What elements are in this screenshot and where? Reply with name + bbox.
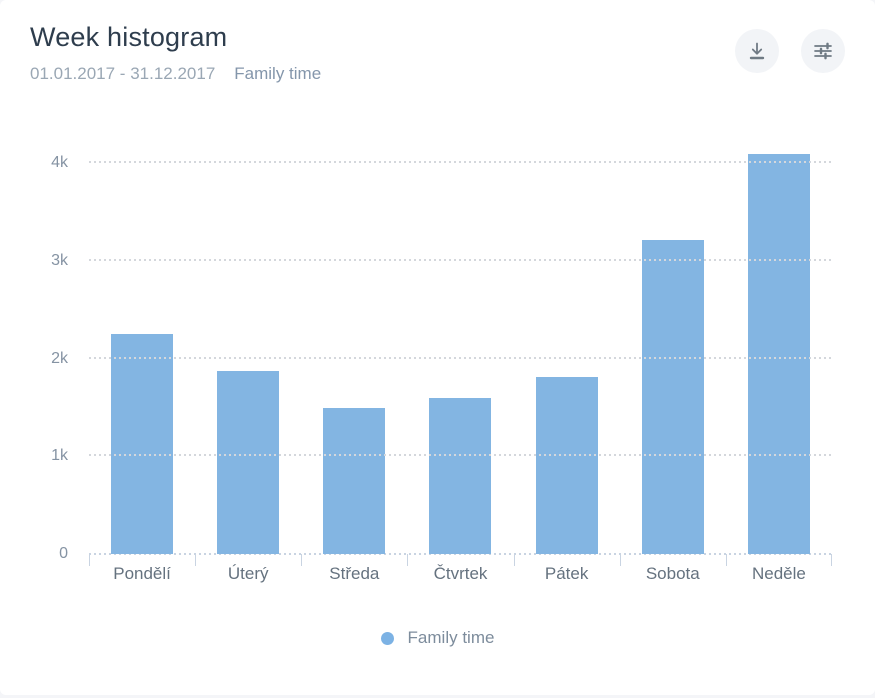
- x-axis-line: [89, 553, 832, 555]
- axis-tick: [407, 554, 409, 566]
- legend-dot-icon: [380, 631, 394, 645]
- x-axis-labels: Pondělí Úterý Středa Čtvrtek Pátek Sobota Nedě…: [89, 562, 832, 586]
- toolbar: [735, 29, 845, 73]
- gridline: [89, 454, 832, 457]
- bar[interactable]: [323, 407, 386, 554]
- y-axis-labels: 0 1k 2k 3k 4k: [20, 134, 68, 562]
- x-axis-label: Neděle: [751, 564, 806, 583]
- bar[interactable]: [535, 377, 598, 554]
- chart-settings-button[interactable]: [801, 29, 845, 73]
- gridline: [89, 258, 832, 261]
- date-range: 01.01.2017 - 31.12.2017: [30, 64, 216, 83]
- bar[interactable]: [111, 334, 174, 554]
- subtitle: 01.01.2017 - 31.12.2017 Family time: [30, 64, 321, 84]
- plot-area: [89, 134, 832, 566]
- bar-column: [620, 134, 726, 554]
- download-icon: [745, 39, 769, 63]
- gridline: [89, 356, 832, 359]
- axis-tick: [513, 554, 515, 566]
- x-axis-label: Pondělí: [113, 564, 171, 583]
- page-title: Week histogram: [30, 22, 228, 52]
- gridline: [89, 161, 832, 164]
- bar-column: [195, 134, 301, 554]
- bar[interactable]: [429, 397, 492, 554]
- axis-tick: [195, 554, 197, 566]
- legend-label: Family time: [407, 628, 495, 647]
- bar[interactable]: [641, 239, 704, 554]
- bar-column: [89, 134, 195, 554]
- x-axis-label: Úterý: [227, 564, 269, 583]
- x-axis-label: Pátek: [544, 564, 589, 583]
- y-axis-tick-label: 2k: [51, 349, 68, 367]
- x-axis-label: Čtvrtek: [433, 564, 488, 583]
- legend-item-family-time[interactable]: Family time: [380, 628, 495, 648]
- bar-column: [514, 134, 620, 554]
- legend: Family time: [0, 625, 875, 651]
- bar-column: [726, 134, 832, 554]
- y-axis-tick-label: 4k: [51, 154, 68, 172]
- axis-tick: [301, 554, 303, 566]
- bar[interactable]: [747, 153, 810, 554]
- y-axis-tick-label: 0: [59, 545, 68, 562]
- axis-tick: [619, 554, 621, 566]
- y-axis-tick-label: 1k: [51, 447, 68, 465]
- sliders-icon: [811, 39, 835, 63]
- download-button[interactable]: [735, 29, 779, 73]
- bar[interactable]: [217, 371, 280, 554]
- axis-tick: [831, 554, 832, 566]
- bar-column: [407, 134, 513, 554]
- x-axis-label: Středa: [329, 564, 380, 583]
- axis-tick: [725, 554, 727, 566]
- y-axis-tick-label: 3k: [51, 251, 68, 269]
- metric-label: Family time: [234, 64, 322, 83]
- bar-column: [301, 134, 407, 554]
- bars-row: [89, 134, 832, 554]
- axis-tick: [89, 554, 90, 566]
- x-axis-label: Sobota: [645, 564, 700, 583]
